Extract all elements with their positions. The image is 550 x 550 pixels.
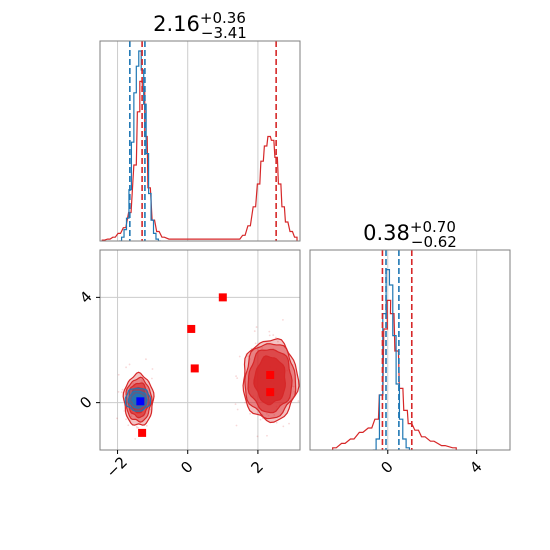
scatter-xtick-label: 0 [177, 458, 196, 477]
scatter-xtick-label: 2 [247, 458, 266, 477]
background-sample-point [247, 355, 250, 357]
right-title-sub: −0.62 [411, 233, 457, 251]
background-sample-point [116, 417, 118, 420]
background-sample-point [277, 340, 279, 343]
background-sample-point [282, 319, 284, 321]
right-histograms [332, 250, 457, 450]
background-sample-point [268, 330, 271, 333]
background-sample-point [234, 403, 237, 406]
background-sample-point [254, 342, 257, 345]
background-sample-point [123, 410, 126, 412]
right-blue-histogram [372, 269, 411, 450]
background-sample-point [275, 336, 277, 339]
background-sample-point [132, 382, 135, 385]
right-panel-frame [309, 249, 511, 451]
background-sample-point [137, 426, 140, 429]
red-square-marker [187, 324, 196, 333]
background-sample-point [145, 424, 148, 427]
background-sample-point [249, 412, 252, 415]
background-sample-point [261, 347, 264, 349]
background-sample-point [134, 438, 137, 440]
red-square-marker [152, 480, 160, 488]
background-sample-point [275, 421, 278, 424]
right-title-main: 0.38 [363, 221, 410, 245]
background-sample-point [293, 390, 296, 393]
background-sample-point [235, 424, 238, 427]
scatter-ytick-label: 4 [76, 288, 95, 307]
background-sample-point [125, 366, 127, 369]
background-sample-point [117, 373, 120, 376]
background-sample-point [253, 330, 256, 333]
background-sample-point [236, 408, 239, 411]
background-sample-point [303, 375, 305, 377]
right-panel-title: 0.38+0.70 −0.62 [363, 218, 457, 251]
scatter-panel: −2 0 2 04 [76, 249, 312, 488]
background-sample-point [125, 418, 127, 421]
top-grid [117, 41, 259, 241]
right-title-sup: +0.70 [410, 218, 456, 236]
red-square-marker [218, 293, 227, 302]
background-sample-point [128, 363, 131, 366]
background-sample-point [145, 358, 147, 361]
top-histograms [101, 41, 298, 241]
background-sample-point [265, 412, 268, 415]
background-sample-point [256, 435, 259, 438]
background-sample-point [136, 426, 138, 429]
top-title-main: 2.16 [153, 12, 200, 36]
right-red-histogram [332, 299, 457, 450]
top-histogram-panel: 2.16+0.36 −3.41 [99, 9, 301, 242]
top-panel-frame [99, 40, 301, 242]
scatter-panel-frame [99, 249, 301, 451]
right-xtick-label: 4 [466, 458, 485, 477]
background-sample-point [135, 425, 138, 428]
red-square-marker [266, 371, 275, 379]
background-sample-point [292, 385, 295, 388]
top-title-sup: +0.36 [200, 9, 246, 27]
background-sample-point [272, 334, 275, 336]
background-sample-point [267, 414, 270, 417]
top-title-sub: −3.41 [201, 24, 247, 42]
background-sample-point [121, 388, 124, 391]
scatter-xtick-label: −2 [103, 453, 131, 481]
background-sample-point [120, 391, 123, 394]
top-red-histogram [101, 80, 298, 241]
red-density-contour [253, 355, 286, 406]
scatter-y-ticks: 04 [76, 288, 100, 412]
background-sample-point [238, 355, 241, 358]
background-sample-point [259, 418, 262, 421]
background-sample-point [273, 413, 276, 416]
background-sample-point [141, 380, 143, 382]
background-sample-point [310, 409, 312, 411]
scatter-ytick-label: 0 [76, 393, 95, 412]
top-panel-title: 2.16+0.36 −3.41 [153, 9, 247, 42]
background-sample-point [149, 408, 152, 411]
red-square-marker [266, 388, 275, 397]
scatter-x-ticks: −2 0 2 [103, 450, 267, 481]
red-square-marker [190, 364, 199, 373]
right-xtick-label: 0 [377, 458, 396, 477]
background-sample-point [282, 425, 285, 428]
background-sample-point [236, 377, 239, 380]
background-sample-point [117, 390, 120, 393]
background-sample-point [235, 375, 237, 378]
red-square-marker [138, 428, 147, 437]
scatter-content [116, 293, 312, 488]
background-sample-point [130, 415, 133, 418]
background-sample-point [266, 434, 268, 437]
background-sample-point [151, 377, 153, 380]
right-grid [387, 250, 478, 450]
blue-square-marker [136, 397, 145, 406]
top-blue-histogram [119, 50, 161, 241]
background-sample-point [288, 422, 290, 425]
background-sample-point [255, 326, 258, 328]
background-sample-point [268, 334, 271, 337]
background-sample-point [297, 400, 300, 402]
background-sample-point [244, 401, 247, 404]
background-sample-point [127, 424, 130, 427]
background-sample-point [151, 368, 154, 370]
